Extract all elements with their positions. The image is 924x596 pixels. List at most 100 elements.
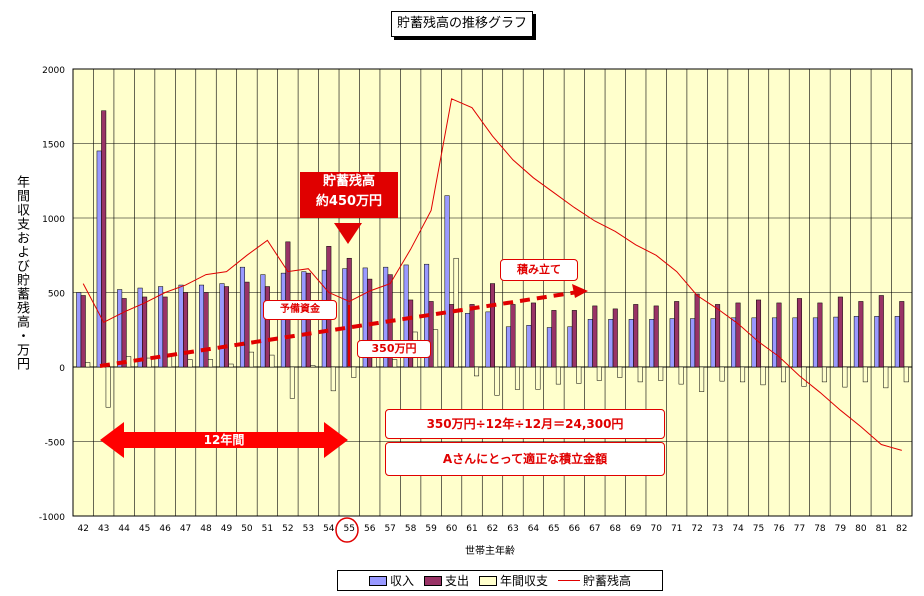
balance-bar [576,366,582,384]
income-bar [526,325,532,368]
x-tick-label: 71 [671,524,682,534]
expense-bar [121,298,127,368]
x-tick-label: 80 [855,524,867,534]
savings-callout-line2: 約450万円 [315,194,383,209]
income-bar [669,318,675,368]
expense-bar [223,286,229,368]
income-bar [567,326,573,368]
balance-bar [617,366,623,378]
accumulate-arrow-head [572,284,588,298]
reserve-label: 予備資金 [263,300,337,320]
income-bar [587,319,593,368]
expense-bar [183,292,189,368]
legend-item-expense: 支出 [423,572,469,589]
formula-box: 350万円÷12年÷12月＝24,300円 [385,409,665,439]
conclusion-box: Aさんにとって適正な積立金額 [385,442,665,476]
x-tick-label: 44 [118,524,130,534]
x-tick-label: 49 [221,524,233,534]
y-axis-label: 年間収支および貯蓄残高・万円 [14,175,29,371]
balance-bar [146,357,152,368]
balance-bar [289,366,295,399]
years-label: 12年間 [203,433,245,447]
x-tick-label: 54 [323,524,335,534]
balance-bar [330,366,336,392]
expense-bar [142,296,148,368]
expense-bar [489,283,496,368]
balance-bar [514,366,520,390]
x-tick-label: 72 [691,524,702,534]
expense-bar [715,304,721,368]
expense-bar [776,302,782,368]
income-bar [894,316,900,368]
income-bar [649,319,655,368]
expense-bar [899,301,905,368]
savings-callout: 貯蓄残高 約450万円 [300,172,398,218]
expense-bar [878,295,884,368]
legend-swatch-balance [479,575,497,586]
income-bar [546,327,552,368]
y-tick-label: 1500 [42,141,65,151]
x-tick-label: 47 [180,524,191,534]
x-tick-label: 81 [876,524,887,534]
balance-bar [269,354,275,368]
balance-bar [699,366,705,392]
income-bar [833,316,839,368]
x-tick-label: 79 [835,524,847,534]
balance-bar [780,366,786,383]
expense-bar [694,293,700,368]
x-tick-label: 60 [446,524,458,534]
x-tick-label: 59 [425,524,437,534]
income-bar [690,318,696,368]
reserve-amount-label: 350万円 [357,340,431,358]
expense-bar [264,286,270,368]
balance-bar [351,366,357,378]
balance-bar [126,356,132,368]
balance-bar [842,366,848,388]
expense-bar [735,302,741,368]
expense-bar [817,302,823,368]
expense-bar [101,110,107,368]
expense-bar [162,296,168,368]
expense-bar [80,295,86,368]
income-bar [137,287,143,368]
plot-border [72,68,913,517]
income-bar [260,274,266,368]
income-bar [219,283,225,368]
savings-line [82,98,902,451]
y-tick-label: 0 [59,364,65,374]
legend-swatch-income [368,575,387,586]
balance-bar [760,366,766,386]
income-bar [239,266,245,368]
balance-bar [392,359,398,368]
savings-callout-line1: 貯蓄残高 [322,174,375,189]
x-tick-label: 45 [139,524,150,534]
legend-item-savings: 貯蓄残高 [558,572,631,589]
balance-bar [535,366,541,390]
income-bar [853,316,859,368]
income-bar [485,311,491,368]
balance-bar [883,366,889,389]
expense-bar [756,299,762,368]
income-bar [465,313,471,368]
balance-bar [474,366,480,377]
x-tick-label: 43 [98,524,109,534]
y-tick-label: -500 [45,439,66,449]
balance-bar [821,366,827,383]
income-bar [792,317,798,368]
income-bar [280,272,286,368]
legend-label-savings: 貯蓄残高 [583,574,632,588]
x-tick-label: 42 [78,524,89,534]
income-bar [608,319,614,368]
x-tick-label: 46 [159,524,171,534]
income-bar [812,317,818,368]
income-bar [96,150,102,368]
balance-bar [105,366,111,408]
income-bar [76,292,82,368]
x-tick-label: 57 [384,524,395,534]
x-tick-label: 77 [794,524,805,534]
years-arrow [100,422,348,458]
x-tick-label: 58 [405,524,417,534]
x-tick-label: 78 [814,524,826,534]
y-tick-label: -1000 [39,513,65,523]
balance-bar [228,363,234,368]
